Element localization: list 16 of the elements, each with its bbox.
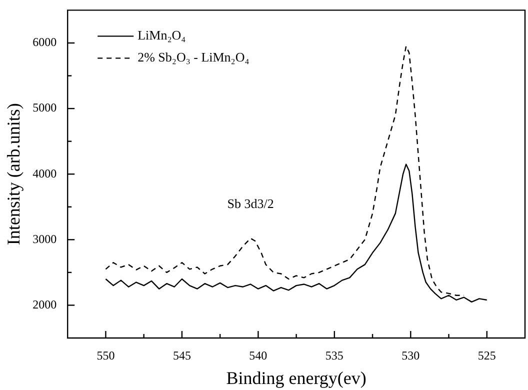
legend-label: LiMn₂O₄ (138, 28, 186, 43)
x-tick-label: 550 (96, 348, 115, 362)
x-tick-label: 535 (325, 348, 344, 362)
x-tick-label: 530 (402, 348, 420, 362)
y-axis-title: Intensity (arb.units) (4, 103, 24, 246)
y-tick-label: 3000 (32, 232, 57, 246)
x-tick-label: 525 (478, 348, 496, 362)
x-tick-label: 540 (249, 348, 268, 362)
y-tick-label: 4000 (32, 166, 57, 180)
legend-label: 2% Sb₂O₃ - LiMn₂O₄ (138, 50, 250, 65)
annotation: Sb 3d3/2 (227, 196, 274, 211)
y-tick-label: 2000 (32, 297, 57, 312)
y-tick-label: 5000 (32, 100, 57, 115)
y-tick-label: 6000 (32, 35, 57, 50)
x-axis-title: Binding energy(ev) (226, 368, 366, 388)
x-tick-label: 545 (172, 348, 191, 362)
